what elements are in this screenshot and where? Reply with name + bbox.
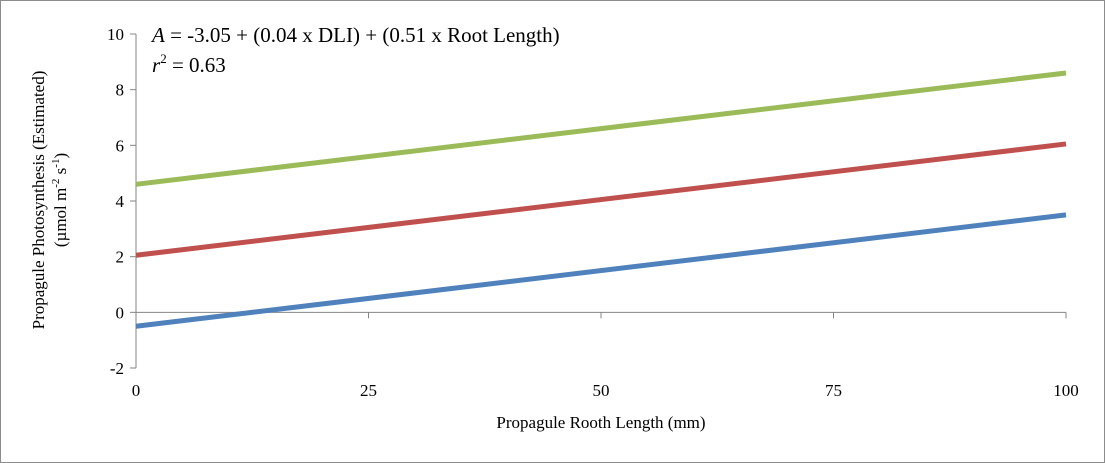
y-axis-unit-prefix: (µmol m (51, 188, 70, 247)
y-tick-label: 0 (116, 303, 125, 322)
y-axis-title-line1: Propagule Photosynthesis (Estimated) (29, 71, 48, 330)
y-axis-unit-mid: s (51, 168, 70, 179)
x-tick-label: 100 (1053, 381, 1079, 400)
y-tick-label: -2 (110, 359, 124, 378)
r2-annotation: r2 = 0.63 (152, 51, 226, 77)
y-tick-label: 8 (116, 81, 125, 100)
y-tick-label: 10 (107, 25, 124, 44)
r2-var: r (152, 53, 161, 77)
x-tick-label: 25 (360, 381, 377, 400)
y-tick-label: 4 (116, 192, 125, 211)
y-axis-unit-suffix: ) (51, 153, 70, 159)
equation-annotation: A = -3.05 + (0.04 x DLI) + (0.51 x Root … (150, 23, 560, 47)
series-layer (135, 70, 1067, 329)
y-axis-title-line2: (µmol m-2 s-1) (50, 153, 70, 247)
r2-exp: 2 (160, 51, 167, 66)
equation-var: A (150, 23, 165, 47)
y-axis-unit-exp1: -2 (50, 179, 62, 188)
y-tick-label: 6 (116, 136, 125, 155)
x-tick-label: 75 (825, 381, 842, 400)
y-axis-unit-exp2: -1 (50, 159, 62, 168)
x-tick-label: 50 (593, 381, 610, 400)
equation-text: = -3.05 + (0.04 x DLI) + (0.51 x Root Le… (165, 23, 560, 47)
x-tick-label: 0 (132, 381, 141, 400)
series-line-2 (135, 141, 1067, 258)
series-line-1 (135, 70, 1067, 187)
series-line-3 (135, 212, 1067, 329)
axes (130, 33, 1067, 369)
x-axis-title: Propagule Rooth Length (mm) (496, 413, 705, 432)
y-tick-label: 2 (116, 248, 125, 267)
r2-text: = 0.63 (167, 53, 226, 77)
